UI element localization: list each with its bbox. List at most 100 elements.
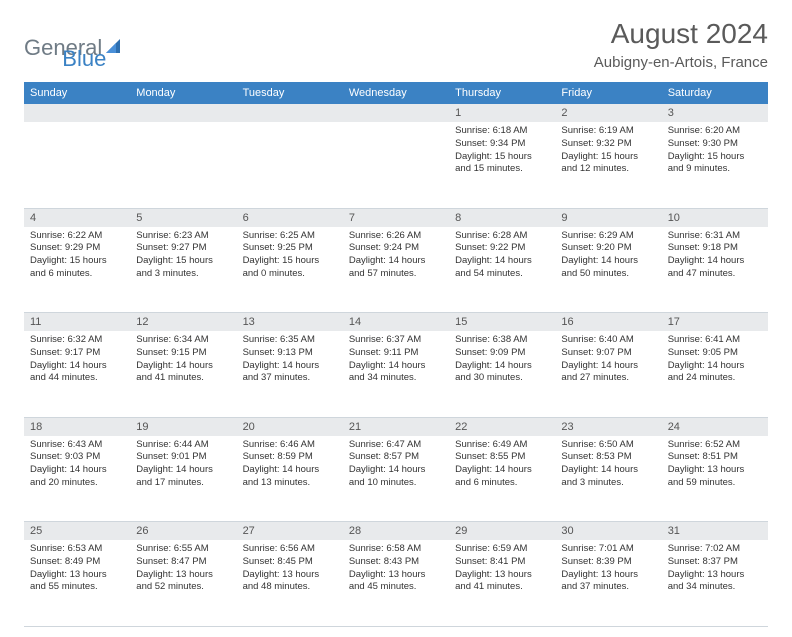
day-number: 14 — [343, 313, 449, 331]
day-cell: Sunrise: 6:49 AMSunset: 8:55 PMDaylight:… — [449, 436, 555, 522]
day-details: Sunrise: 7:01 AMSunset: 8:39 PMDaylight:… — [555, 540, 661, 600]
day-details: Sunrise: 6:55 AMSunset: 8:47 PMDaylight:… — [130, 540, 236, 600]
daylight-line: Daylight: 14 hours and 20 minutes. — [30, 464, 124, 490]
daylight-line: Daylight: 14 hours and 24 minutes. — [668, 360, 762, 386]
day-details: Sunrise: 6:20 AMSunset: 9:30 PMDaylight:… — [662, 122, 768, 182]
day-number: 3 — [662, 104, 768, 122]
day-number — [24, 104, 130, 122]
sunrise-line: Sunrise: 6:58 AM — [349, 543, 443, 556]
day-number-cell: 23 — [555, 417, 661, 436]
day-details: Sunrise: 6:50 AMSunset: 8:53 PMDaylight:… — [555, 436, 661, 496]
sunrise-line: Sunrise: 6:25 AM — [243, 230, 337, 243]
sunrise-line: Sunrise: 6:35 AM — [243, 334, 337, 347]
sunrise-line: Sunrise: 6:47 AM — [349, 439, 443, 452]
weekday-header: Monday — [130, 82, 236, 104]
day-cell: Sunrise: 6:47 AMSunset: 8:57 PMDaylight:… — [343, 436, 449, 522]
day-number-cell: 5 — [130, 208, 236, 227]
sunrise-line: Sunrise: 6:44 AM — [136, 439, 230, 452]
daylight-line: Daylight: 15 hours and 12 minutes. — [561, 151, 655, 177]
weekday-header: Saturday — [662, 82, 768, 104]
sunrise-line: Sunrise: 6:31 AM — [668, 230, 762, 243]
daylight-line: Daylight: 14 hours and 17 minutes. — [136, 464, 230, 490]
day-details: Sunrise: 6:58 AMSunset: 8:43 PMDaylight:… — [343, 540, 449, 600]
day-number: 23 — [555, 418, 661, 436]
week-body-row: Sunrise: 6:22 AMSunset: 9:29 PMDaylight:… — [24, 227, 768, 313]
day-number-cell: 12 — [130, 313, 236, 332]
day-number-cell: 20 — [237, 417, 343, 436]
day-cell: Sunrise: 6:41 AMSunset: 9:05 PMDaylight:… — [662, 331, 768, 417]
daylight-line: Daylight: 13 hours and 37 minutes. — [561, 569, 655, 595]
day-number — [343, 104, 449, 122]
calendar-body: 12 3Sunrise: 6:18 AMSunset: 9:34 PMDaylig… — [24, 104, 768, 626]
day-details: Sunrise: 6:38 AMSunset: 9:09 PMDaylight:… — [449, 331, 555, 391]
day-details: Sunrise: 6:32 AMSunset: 9:17 PMDaylight:… — [24, 331, 130, 391]
daylight-line: Daylight: 14 hours and 6 minutes. — [455, 464, 549, 490]
week-body-row: Sunrise: 6:43 AMSunset: 9:03 PMDaylight:… — [24, 436, 768, 522]
daylight-line: Daylight: 13 hours and 55 minutes. — [30, 569, 124, 595]
month-title: August 2024 — [594, 18, 768, 50]
day-details: Sunrise: 6:56 AMSunset: 8:45 PMDaylight:… — [237, 540, 343, 600]
sunrise-line: Sunrise: 6:28 AM — [455, 230, 549, 243]
sunset-line: Sunset: 9:03 PM — [30, 451, 124, 464]
day-number: 30 — [555, 522, 661, 540]
logo: General Blue — [24, 24, 106, 72]
location: Aubigny-en-Artois, France — [594, 54, 768, 71]
sunset-line: Sunset: 8:51 PM — [668, 451, 762, 464]
day-number: 5 — [130, 209, 236, 227]
weekday-header-row: SundayMondayTuesdayWednesdayThursdayFrid… — [24, 82, 768, 104]
day-number: 24 — [662, 418, 768, 436]
day-number: 4 — [24, 209, 130, 227]
week-body-row: Sunrise: 6:18 AMSunset: 9:34 PMDaylight:… — [24, 122, 768, 208]
week-body-row: Sunrise: 6:32 AMSunset: 9:17 PMDaylight:… — [24, 331, 768, 417]
daylight-line: Daylight: 15 hours and 3 minutes. — [136, 255, 230, 281]
day-number: 6 — [237, 209, 343, 227]
daylight-line: Daylight: 14 hours and 37 minutes. — [243, 360, 337, 386]
day-number-cell: 15 — [449, 313, 555, 332]
day-details: Sunrise: 6:46 AMSunset: 8:59 PMDaylight:… — [237, 436, 343, 496]
daylight-line: Daylight: 14 hours and 3 minutes. — [561, 464, 655, 490]
logo-sail-icon — [104, 35, 122, 61]
day-cell: Sunrise: 6:29 AMSunset: 9:20 PMDaylight:… — [555, 227, 661, 313]
daylight-line: Daylight: 13 hours and 59 minutes. — [668, 464, 762, 490]
calendar-page: General Blue August 2024 Aubigny-en-Arto… — [0, 0, 792, 637]
day-details: Sunrise: 6:29 AMSunset: 9:20 PMDaylight:… — [555, 227, 661, 287]
day-number-cell: 18 — [24, 417, 130, 436]
daylight-line: Daylight: 14 hours and 13 minutes. — [243, 464, 337, 490]
day-number: 16 — [555, 313, 661, 331]
sunset-line: Sunset: 9:09 PM — [455, 347, 549, 360]
day-number: 26 — [130, 522, 236, 540]
day-cell — [130, 122, 236, 208]
sunset-line: Sunset: 8:43 PM — [349, 556, 443, 569]
day-number-cell — [237, 104, 343, 122]
daylight-line: Daylight: 14 hours and 47 minutes. — [668, 255, 762, 281]
day-cell: Sunrise: 6:19 AMSunset: 9:32 PMDaylight:… — [555, 122, 661, 208]
daylight-line: Daylight: 15 hours and 6 minutes. — [30, 255, 124, 281]
sunset-line: Sunset: 9:13 PM — [243, 347, 337, 360]
daylight-line: Daylight: 14 hours and 41 minutes. — [136, 360, 230, 386]
day-cell: Sunrise: 6:35 AMSunset: 9:13 PMDaylight:… — [237, 331, 343, 417]
sunrise-line: Sunrise: 6:43 AM — [30, 439, 124, 452]
day-cell: Sunrise: 6:55 AMSunset: 8:47 PMDaylight:… — [130, 540, 236, 626]
title-block: August 2024 Aubigny-en-Artois, France — [594, 18, 768, 71]
sunset-line: Sunset: 9:34 PM — [455, 138, 549, 151]
sunrise-line: Sunrise: 6:32 AM — [30, 334, 124, 347]
day-number-cell: 9 — [555, 208, 661, 227]
sunrise-line: Sunrise: 6:23 AM — [136, 230, 230, 243]
day-cell — [24, 122, 130, 208]
day-details: Sunrise: 6:49 AMSunset: 8:55 PMDaylight:… — [449, 436, 555, 496]
sunset-line: Sunset: 9:05 PM — [668, 347, 762, 360]
day-number-cell: 2 — [555, 104, 661, 122]
daylight-line: Daylight: 13 hours and 52 minutes. — [136, 569, 230, 595]
day-cell: Sunrise: 6:20 AMSunset: 9:30 PMDaylight:… — [662, 122, 768, 208]
week-number-row: 11121314151617 — [24, 313, 768, 332]
sunset-line: Sunset: 8:47 PM — [136, 556, 230, 569]
day-details: Sunrise: 6:44 AMSunset: 9:01 PMDaylight:… — [130, 436, 236, 496]
day-number: 9 — [555, 209, 661, 227]
day-cell: Sunrise: 6:26 AMSunset: 9:24 PMDaylight:… — [343, 227, 449, 313]
day-cell: Sunrise: 6:34 AMSunset: 9:15 PMDaylight:… — [130, 331, 236, 417]
sunset-line: Sunset: 8:57 PM — [349, 451, 443, 464]
day-number: 27 — [237, 522, 343, 540]
day-cell: Sunrise: 6:40 AMSunset: 9:07 PMDaylight:… — [555, 331, 661, 417]
sunrise-line: Sunrise: 6:41 AM — [668, 334, 762, 347]
day-number — [130, 104, 236, 122]
